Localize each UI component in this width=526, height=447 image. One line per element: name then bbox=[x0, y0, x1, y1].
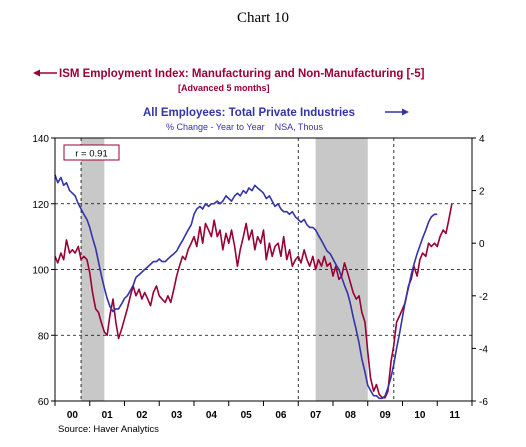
x-tick-label: 03 bbox=[171, 410, 183, 421]
left-tick-label: 80 bbox=[38, 331, 50, 342]
x-tick-label: 11 bbox=[449, 410, 460, 421]
series-line-ism bbox=[54, 203, 453, 399]
source-label: Source: Haver Analytics bbox=[58, 424, 159, 435]
x-tick-label: 09 bbox=[380, 410, 392, 421]
legend-employees-name: All Employees: Total Private Industries bbox=[143, 107, 355, 119]
left-axis: 60 80 100 120 140 bbox=[32, 134, 55, 408]
correlation-label: r = 0.91 bbox=[75, 149, 107, 160]
right-tick-label: 2 bbox=[479, 187, 485, 198]
right-tick-label: -6 bbox=[479, 397, 488, 408]
series-employees bbox=[54, 174, 438, 400]
legend-ism-subtitle: [Advanced 5 months] bbox=[178, 83, 270, 93]
right-tick-label: 4 bbox=[479, 134, 485, 145]
recession-band-1 bbox=[315, 138, 368, 401]
legend-employees: All Employees: Total Private Industries … bbox=[143, 107, 409, 132]
series-line-employees bbox=[54, 174, 438, 400]
grid bbox=[55, 138, 472, 401]
series-ism bbox=[54, 203, 453, 399]
left-tick-label: 120 bbox=[32, 200, 49, 211]
legend-employees-subtitle: % Change - Year to Year NSA, Thous bbox=[166, 122, 323, 132]
right-tick-label: 0 bbox=[479, 239, 485, 250]
x-tick-label: 02 bbox=[136, 410, 148, 421]
x-tick-label: 04 bbox=[206, 410, 218, 421]
left-tick-label: 140 bbox=[32, 134, 49, 145]
left-tick-label: 100 bbox=[32, 266, 49, 277]
chart-label: Chart 10 bbox=[237, 10, 289, 26]
x-tick-label: 06 bbox=[275, 410, 287, 421]
legend-ism-name: ISM Employment Index: Manufacturing and … bbox=[59, 68, 425, 80]
x-tick-label: 05 bbox=[241, 410, 253, 421]
x-tick-label: 08 bbox=[345, 410, 357, 421]
x-tick-label: 07 bbox=[310, 410, 322, 421]
right-tick-label: -2 bbox=[479, 292, 488, 303]
x-tick-label: 10 bbox=[414, 410, 426, 421]
right-axis: -6 -4 -2 0 2 4 bbox=[472, 134, 488, 408]
left-tick-label: 60 bbox=[38, 397, 50, 408]
x-tick-label: 01 bbox=[102, 410, 114, 421]
legend-ism: ISM Employment Index: Manufacturing and … bbox=[33, 68, 425, 93]
right-arrow-icon bbox=[385, 108, 409, 116]
right-tick-label: -4 bbox=[479, 344, 488, 355]
x-axis: 00 01 02 03 04 05 06 07 08 09 10 11 bbox=[54, 401, 473, 421]
correlation-box: r = 0.91 bbox=[63, 144, 120, 161]
left-arrow-icon bbox=[33, 69, 57, 77]
x-tick-label: 00 bbox=[67, 410, 79, 421]
